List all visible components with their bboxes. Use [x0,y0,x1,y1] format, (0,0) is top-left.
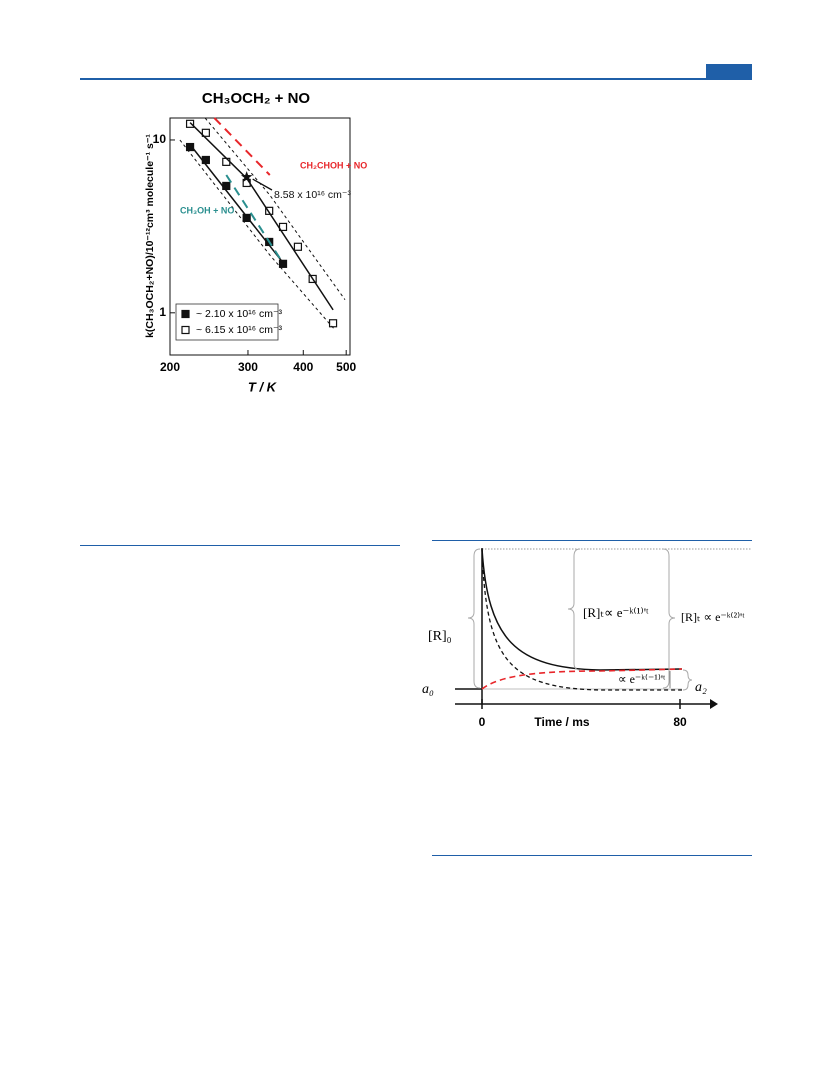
data-point [278,259,288,268]
x-tick-label: 400 [293,360,313,374]
x-tick-label: 500 [336,360,356,374]
legend-marker [181,309,190,319]
header-tab [706,64,752,78]
data-point [185,142,195,152]
y-axis-label: k(CH₃OCH₂+NO)/10⁻¹²cm³ molecule⁻¹ s⁻¹ [144,134,156,338]
annotation-arrow [252,178,273,191]
tick-label: 80 [673,715,687,729]
annotation: 8.58 x 10¹⁶ cm⁻³ [274,189,351,201]
label: [R]ₜ ∝ e⁻ᵏ⁽²⁾'ᵗ [681,610,745,624]
fit-line [225,174,281,259]
legend-label: ~ 2.10 x 10¹⁶ cm⁻³ [196,308,283,320]
decay-curve-dashed [481,548,682,691]
data-point [278,222,288,232]
header-rule [80,78,752,80]
label: ∝ e⁻ᵏ⁽⁻¹⁾'ᵗ [618,672,666,686]
fit-line [213,117,271,176]
fit-line [204,117,346,300]
annotation: CH₂CHOH + NO [300,160,367,170]
axis-arrow [710,699,718,709]
legend-marker [181,325,190,335]
fit-line [189,144,284,264]
brace [567,548,581,671]
legend-label: ~ 6.15 x 10¹⁶ cm⁻³ [196,324,283,336]
data-point [293,242,303,251]
data-point [265,206,274,215]
brace [467,548,481,689]
label: a₂ [695,680,707,695]
brace [662,548,676,689]
section-rule [432,855,752,856]
data-point [242,213,251,223]
data-point [185,119,195,128]
fit-line [179,139,336,330]
legend-box [175,303,279,341]
data-point [201,128,210,137]
label: [R]ₜ∝ e⁻ᵏ⁽¹⁾'ᵗ [583,605,649,620]
chart-title: CH₃OCH₂ + NO [202,90,311,107]
fit-line [189,122,334,311]
section-rule [80,545,400,546]
rise-curve [481,668,683,690]
label: a₀ [422,682,434,697]
annotation: CH₃OH + NO [180,205,234,215]
axis-label: Time / ms [534,715,589,729]
y-tick-label: 1 [159,305,166,319]
plot-frame [169,117,351,356]
data-point [241,171,253,182]
x-tick-label: 300 [238,360,258,374]
x-tick-label: 200 [160,360,180,374]
y-tick-label: 10 [153,132,167,146]
decay-curve [481,548,683,671]
brace [682,669,693,691]
section-rule [432,540,752,541]
chart: CH₃OCH₂ + NO T / K k(CH₃OCH₂+NO)/10⁻¹²cm… [144,90,367,394]
tick-label: 0 [479,715,486,729]
x-axis-label: T / K [248,379,278,394]
label: [R]₀ [428,629,452,644]
